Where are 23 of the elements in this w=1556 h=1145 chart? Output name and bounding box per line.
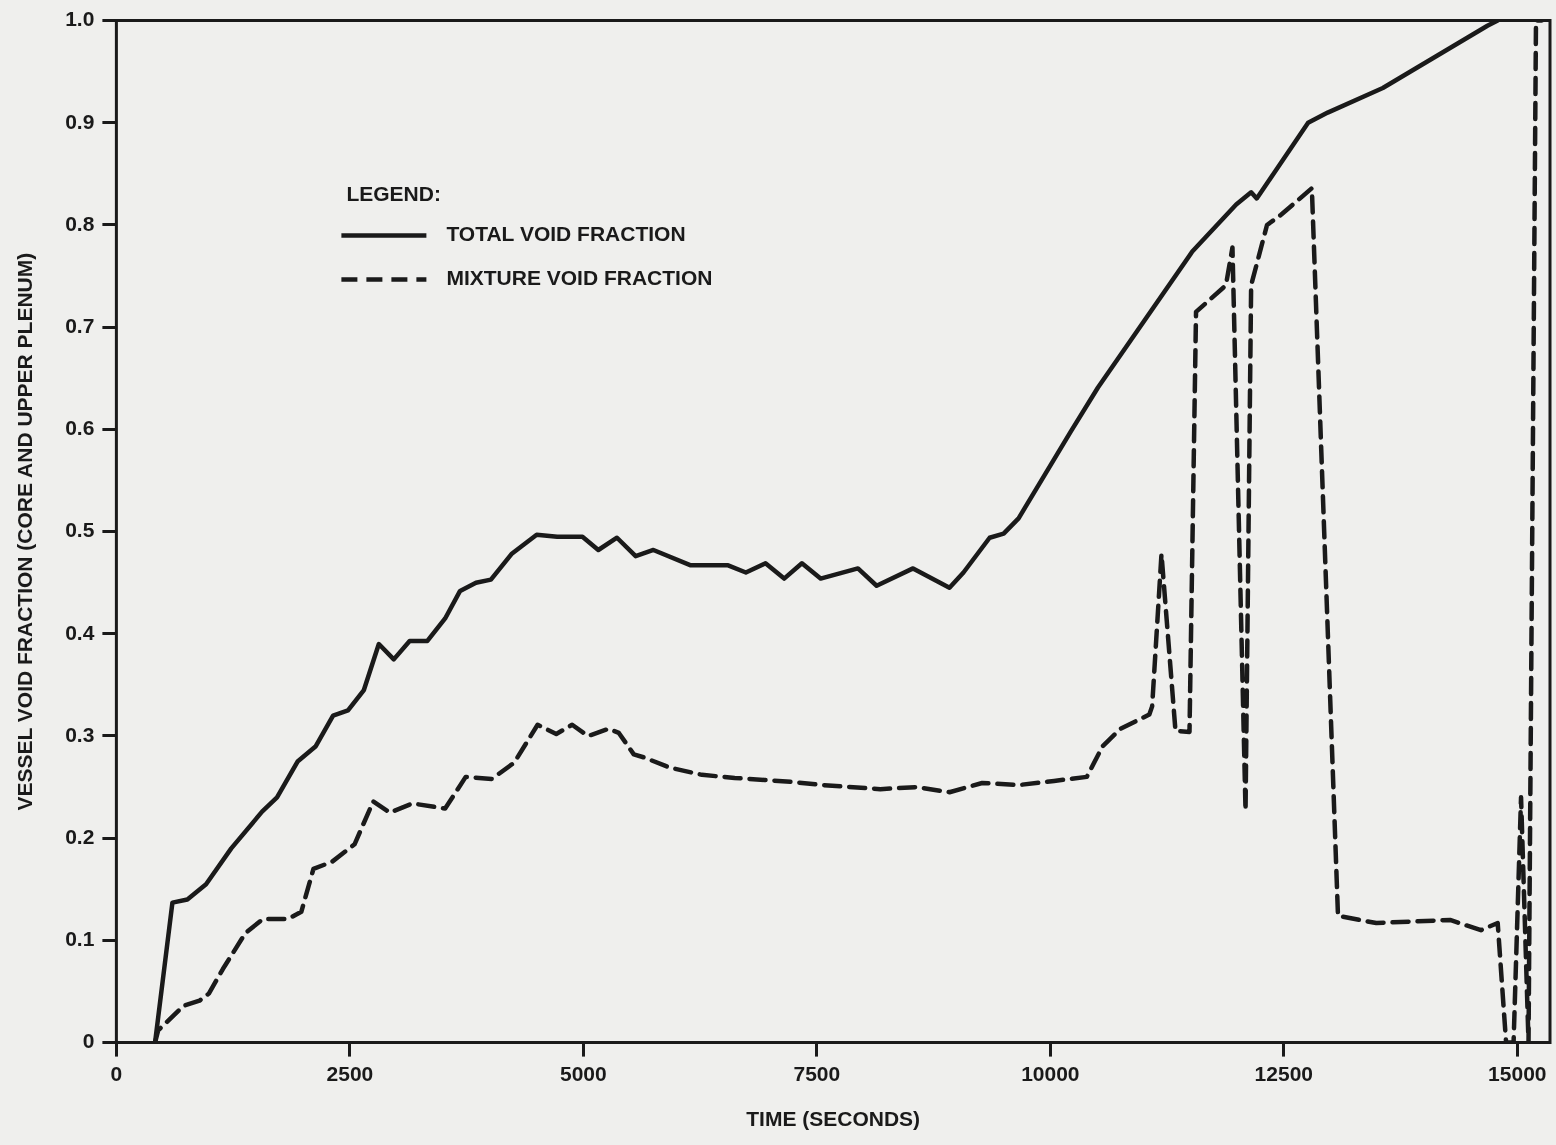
- legend-label: MIXTURE VOID FRACTION: [446, 266, 713, 290]
- y-axis-title: VESSEL VOID FRACTION (CORE AND UPPER PLENUM): [13, 252, 37, 811]
- y-tick-label: 0.7: [65, 314, 95, 337]
- y-tick-label: 0.8: [65, 211, 95, 235]
- y-tick-label: 0.4: [65, 620, 95, 644]
- y-tick-label: 0.1: [65, 927, 95, 951]
- y-tick-label: 0.3: [65, 722, 95, 746]
- x-tick-label: 2500: [326, 1062, 374, 1085]
- y-tick-label: 0: [82, 1029, 95, 1053]
- x-tick-label: 12500: [1254, 1062, 1314, 1085]
- legend-label: TOTAL VOID FRACTION: [446, 222, 686, 246]
- y-tick-label: 0.2: [65, 825, 95, 848]
- y-tick-label: 0.6: [65, 416, 95, 440]
- x-tick-label: 0: [110, 1062, 123, 1085]
- x-axis-title: TIME (SECONDS): [746, 1107, 921, 1131]
- x-tick-label: 7500: [793, 1062, 841, 1085]
- legend-title: LEGEND:: [346, 182, 441, 206]
- y-tick-label: 0.5: [65, 518, 95, 542]
- y-tick-label: 1.0: [65, 7, 95, 31]
- x-tick-label: 10000: [1021, 1062, 1080, 1085]
- x-tick-label: 5000: [560, 1062, 607, 1085]
- y-tick-label: 0.9: [65, 109, 95, 133]
- x-tick-label: 15000: [1488, 1062, 1547, 1085]
